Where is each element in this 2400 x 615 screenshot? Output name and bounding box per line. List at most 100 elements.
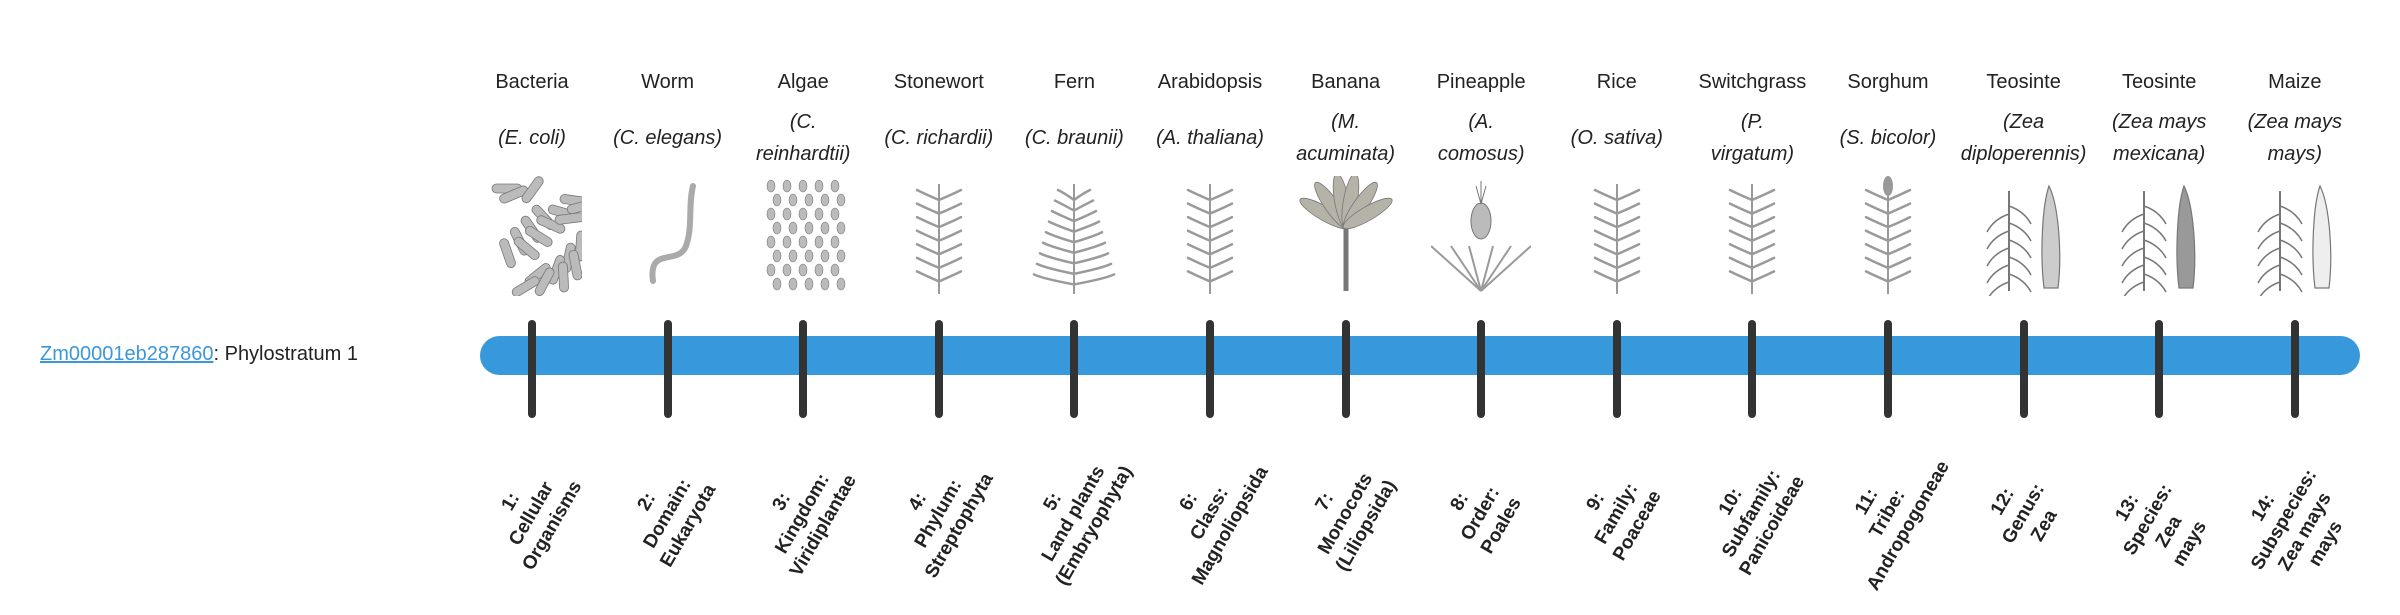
stratum-label: 14: Subspecies: Zea mays mays (2216, 437, 2374, 615)
timeline-tick (799, 320, 808, 418)
species-name-line: (O. sativa) (1570, 127, 1663, 149)
common-name: Bacteria (495, 71, 569, 93)
species-name: (Zea mays mexicana) (2091, 106, 2227, 170)
bacteria-illustration (482, 176, 597, 297)
timeline-tick (1206, 320, 1214, 418)
phylostratum-column: Worm (C. elegans) 2: Domain: Eukaryota (600, 0, 736, 580)
phylostratum-column: Rice (O. sativa) 9: Family: Poaceae (1549, 0, 1685, 580)
common-name: Pineapple (1436, 71, 1526, 93)
phylostratum-column: Sorghum (S. bicolor) 11: Tribe: Andropogon… (1820, 0, 1956, 594)
timeline-tick (2155, 320, 2164, 418)
species-name: (C. elegans) (600, 106, 736, 170)
phylostratum-column: Algae (C. reinhardtii) 3: Kingdom: Viridipl… (735, 0, 871, 580)
species-name-line: acuminata) (1296, 143, 1396, 165)
species-name: (Zea mays mays) (2227, 106, 2363, 170)
species-name-line: (M. (1331, 111, 1361, 133)
species-name-line: (S. bicolor) (1839, 127, 1937, 149)
stratum-label: 1: Cellular Organisms (463, 431, 600, 597)
species-name-line: (Zea mays (2247, 111, 2343, 133)
timeline-tick (1341, 320, 1350, 418)
algae-illustration (753, 176, 853, 296)
phylostratum-column: Teosinte (Zea diploperennis) 12: Genus: Zea (1956, 0, 2092, 580)
teosinte-illustration (1974, 176, 2074, 301)
species-name: (C. reinhardtii) (735, 106, 871, 170)
stratum-label: 4: Phylum: Streptophyta (870, 431, 1007, 597)
species-name: (O. sativa) (1549, 106, 1685, 170)
timeline-tick (1070, 320, 1079, 418)
gene-label: Zm00001eb287860: Phylostratum 1 (40, 340, 358, 368)
timeline-tick (1612, 320, 1621, 418)
stratum-label: 11: Tribe: Andropogoneae (1819, 431, 1956, 597)
species-name: (A. comosus) (1413, 106, 1549, 170)
common-name: Rice (1596, 71, 1637, 93)
phylostratum-column: Stonewort (C. richardii) 4: Phylum: Strept… (871, 0, 1007, 582)
species-name-line: (C. (789, 111, 817, 133)
species-name-line: diploperennis) (1960, 143, 2087, 165)
common-name: Sorghum (1847, 71, 1929, 93)
species-name-line: (Zea (2003, 111, 2045, 133)
stratum-label: 2: Domain: Eukaryota (599, 431, 736, 597)
common-name: Arabidopsis (1157, 71, 1263, 93)
stratum-label: 13: Species: Zea mays (2080, 437, 2238, 615)
species-name-line: (C. elegans) (613, 127, 723, 149)
phylostratum-text: : Phylostratum 1 (213, 343, 358, 365)
worm-illustration (618, 176, 718, 296)
arabidopsis-illustration (1160, 176, 1260, 296)
common-name: Teosinte (1986, 71, 2061, 93)
species-name-line: comosus) (1437, 143, 1525, 165)
species-name-line: (A. (1468, 111, 1494, 133)
species-name-line: (Zea mays (2111, 111, 2207, 133)
phylostratum-column: Arabidopsis (A. thaliana) 6: Class: Magnol… (1142, 0, 1278, 589)
species-name: (M. acuminata) (1278, 106, 1414, 170)
species-name: (S. bicolor) (1820, 106, 1956, 170)
teosinte-mexicana-illustration (2109, 176, 2209, 301)
timeline-tick (2290, 320, 2299, 418)
species-name-line: virgatum) (1710, 143, 1795, 165)
phylostratum-column: Switchgrass (P. virgatum) 10: Subfamily: Pa… (1684, 0, 1820, 580)
phylostratum-column: Fern (C. braunii) 5: Land plants (Embryoph… (1006, 0, 1142, 589)
species-name-line: (C. braunii) (1024, 127, 1124, 149)
species-name-line: (E. coli) (498, 127, 566, 149)
species-name-line: mays) (2267, 143, 2323, 165)
common-name: Stonewort (893, 71, 984, 93)
timeline-tick (1884, 320, 1892, 418)
common-name: Worm (641, 71, 695, 93)
species-name: (C. richardii) (871, 106, 1007, 170)
pineapple-illustration (1430, 176, 1532, 296)
banana-illustration (1296, 173, 1396, 296)
stratum-label: 12: Genus: Zea (1955, 431, 2092, 597)
timeline-tick (934, 320, 943, 418)
phylostratum-timeline-bar (480, 336, 2360, 375)
species-name-line: reinhardtii) (755, 143, 851, 165)
fern-illustration (1024, 176, 1124, 296)
stonewort-illustration (889, 176, 989, 296)
phylostratum-column: Pineapple (A. comosus) 8: Order: Poales (1413, 0, 1549, 580)
stratum-label: 8: Order: Poales (1413, 431, 1550, 597)
phylostratum-column: Maize (Zea mays mays) 14: Subspecies: Zea m… (2227, 0, 2363, 580)
stratum-label: 5: Land plants (Embryophyta) (1006, 431, 1143, 597)
species-name-line: (P. (1740, 111, 1764, 133)
common-name: Teosinte (2121, 71, 2197, 93)
switchgrass-illustration (1702, 176, 1802, 296)
common-name: Algae (777, 71, 829, 93)
stratum-label: 7: Monocots (Liliopsida) (1277, 431, 1414, 597)
sorghum-illustration (1838, 176, 1938, 296)
maize-illustration (2245, 176, 2345, 301)
species-name: (A. thaliana) (1142, 106, 1278, 170)
timeline-tick (1748, 320, 1757, 418)
stratum-label: 6: Class: Magnoliopsida (1141, 431, 1278, 597)
common-name: Banana (1311, 71, 1381, 93)
phylostratum-column: Banana (M. acuminata) 7: Monocots (Liliopsi… (1278, 0, 1414, 580)
timeline-tick (1477, 320, 1486, 418)
species-name-line: (C. richardii) (884, 127, 994, 149)
phylostratum-column: Teosinte (Zea mays mexicana) 13: Species: Z… (2091, 0, 2227, 580)
species-name-line: mexicana) (2113, 143, 2206, 165)
phylostratum-column: Bacteria (E. coli) 1: Cellular Organisms (464, 0, 600, 580)
common-name: Fern (1053, 71, 1095, 93)
gene-id-link[interactable]: Zm00001eb287860 (40, 343, 214, 365)
species-name: (P. virgatum) (1684, 106, 1820, 170)
rice-illustration (1567, 176, 1667, 296)
common-name: Maize (2268, 71, 2322, 93)
stratum-label: 9: Family: Poaceae (1548, 431, 1685, 597)
common-name: Switchgrass (1698, 71, 1807, 93)
